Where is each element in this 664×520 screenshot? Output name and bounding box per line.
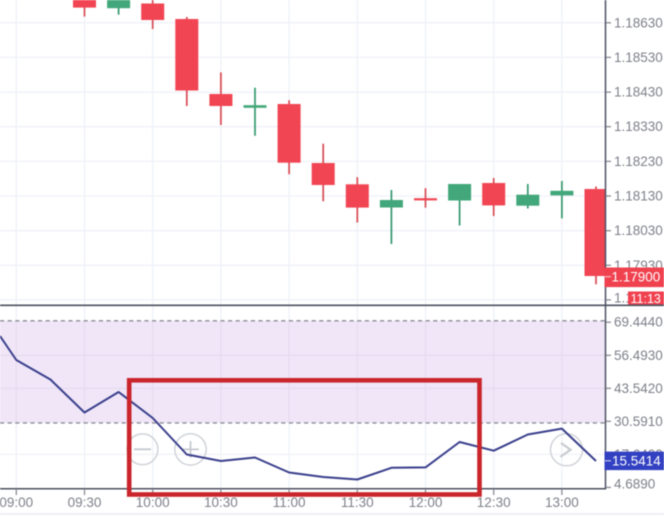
svg-text:10:30: 10:30 — [204, 495, 238, 510]
svg-text:30.5910: 30.5910 — [614, 414, 663, 429]
svg-text:1.18430: 1.18430 — [614, 85, 663, 100]
svg-text:1.18230: 1.18230 — [614, 154, 663, 169]
svg-text:1.18630: 1.18630 — [614, 15, 663, 30]
svg-text:1.18530: 1.18530 — [614, 50, 663, 65]
svg-text:1.18130: 1.18130 — [614, 189, 663, 204]
svg-text:4.6890: 4.6890 — [614, 477, 655, 492]
svg-text:12:00: 12:00 — [409, 495, 443, 510]
svg-text:10:00: 10:00 — [136, 495, 170, 510]
svg-text:69.4440: 69.4440 — [614, 315, 663, 330]
svg-text:56.4930: 56.4930 — [614, 348, 663, 363]
svg-text:11:00: 11:00 — [273, 495, 306, 510]
svg-text:12:30: 12:30 — [477, 495, 511, 510]
svg-text:11:30: 11:30 — [341, 495, 374, 510]
svg-text:11:13: 11:13 — [631, 292, 661, 306]
svg-text:09:00: 09:00 — [0, 495, 33, 510]
svg-text:1.17900: 1.17900 — [612, 270, 661, 285]
svg-text:09:30: 09:30 — [68, 495, 102, 510]
svg-text:15.5414: 15.5414 — [612, 454, 661, 469]
svg-text:1.18030: 1.18030 — [614, 223, 663, 238]
svg-text:13:00: 13:00 — [545, 495, 579, 510]
svg-text:1.18330: 1.18330 — [614, 119, 663, 134]
svg-text:43.5420: 43.5420 — [614, 381, 663, 396]
